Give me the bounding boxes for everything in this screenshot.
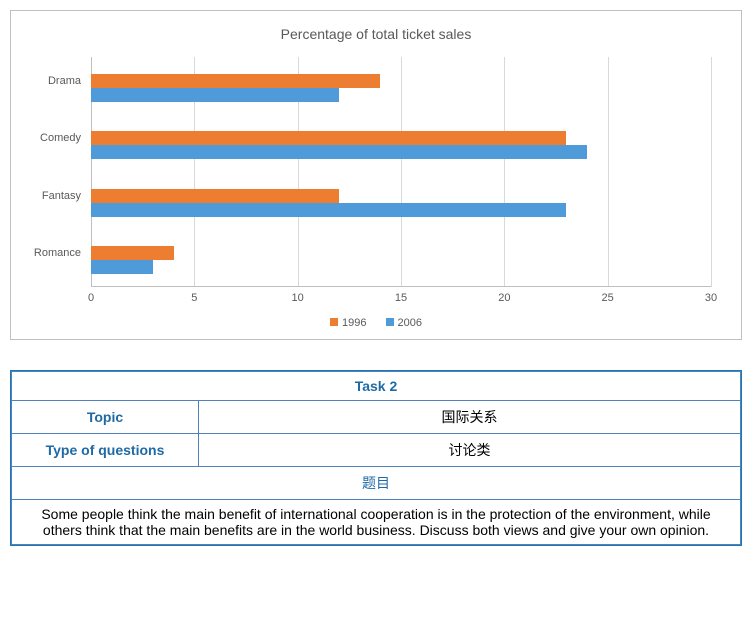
gridline <box>608 57 609 287</box>
legend-label-1996: 1996 <box>342 317 366 329</box>
timu-label: 题目 <box>12 467 741 500</box>
gridline <box>504 57 505 287</box>
chart-container: Percentage of total ticket sales Drama Co… <box>10 10 742 340</box>
legend: 1996 2006 <box>31 317 721 329</box>
bar-2006-romance <box>91 260 153 274</box>
x-tick-label: 0 <box>88 292 94 304</box>
task-prompt: Some people think the main benefit of in… <box>12 500 741 545</box>
x-tick-label: 10 <box>292 292 304 304</box>
bar-2006-drama <box>91 88 339 102</box>
y-tick-label: Romance <box>34 247 81 259</box>
row-value-type: 讨论类 <box>199 434 741 467</box>
x-tick-label: 15 <box>395 292 407 304</box>
gridline <box>401 57 402 287</box>
x-axis-labels: 051015202530 <box>91 292 711 312</box>
table-header: Task 2 <box>12 372 741 401</box>
bar-1996-drama <box>91 74 380 88</box>
task-table: Task 2 Topic 国际关系 Type of questions 讨论类 … <box>10 370 742 546</box>
bar-1996-romance <box>91 246 174 260</box>
legend-label-2006: 2006 <box>398 317 422 329</box>
bar-1996-comedy <box>91 131 566 145</box>
x-tick-label: 5 <box>191 292 197 304</box>
legend-item-1996: 1996 <box>330 317 366 329</box>
y-tick-label: Fantasy <box>42 190 81 202</box>
x-axis-line <box>91 286 711 287</box>
x-tick-label: 30 <box>705 292 717 304</box>
bar-1996-fantasy <box>91 189 339 203</box>
y-tick-label: Drama <box>48 75 81 87</box>
row-value-topic: 国际关系 <box>199 401 741 434</box>
bar-2006-comedy <box>91 145 587 159</box>
y-tick-label: Comedy <box>40 132 81 144</box>
plot-area: DramaComedyFantasyRomance <box>91 57 711 287</box>
row-label-type: Type of questions <box>12 434 199 467</box>
x-tick-label: 25 <box>602 292 614 304</box>
gridline <box>711 57 712 287</box>
legend-swatch-1996 <box>330 318 338 326</box>
chart-title: Percentage of total ticket sales <box>31 26 721 42</box>
legend-item-2006: 2006 <box>386 317 422 329</box>
x-tick-label: 20 <box>498 292 510 304</box>
legend-swatch-2006 <box>386 318 394 326</box>
row-label-topic: Topic <box>12 401 199 434</box>
y-axis-labels: Drama Comedy Fantasy Romance <box>31 57 86 287</box>
bar-2006-fantasy <box>91 203 566 217</box>
